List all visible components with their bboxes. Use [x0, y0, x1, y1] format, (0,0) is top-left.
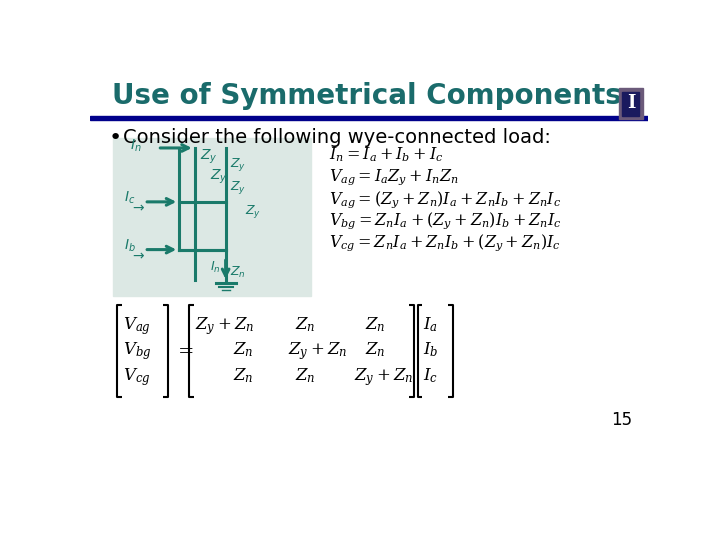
- Text: $\mathit{Z_y}$: $\mathit{Z_y}$: [245, 202, 261, 220]
- Text: $\mathit{Z_n}$: $\mathit{Z_n}$: [230, 265, 246, 280]
- Bar: [90, 116, 648, 120]
- Text: $\mathit{Z_y}$: $\mathit{Z_y}$: [230, 179, 246, 197]
- Text: $\rightarrow$: $\rightarrow$: [130, 200, 146, 214]
- Text: •: •: [109, 128, 122, 148]
- Text: $Z_n$: $Z_n$: [295, 315, 316, 334]
- Text: $Z_n$: $Z_n$: [233, 366, 254, 384]
- Text: $V_{ag}$: $V_{ag}$: [122, 315, 150, 337]
- Text: 15: 15: [611, 411, 632, 429]
- Text: $Z_n$: $Z_n$: [233, 340, 254, 359]
- Text: $Z_n$: $Z_n$: [365, 340, 386, 359]
- Text: $Z_n$: $Z_n$: [295, 366, 316, 384]
- Text: $I_b$: $I_b$: [423, 340, 438, 359]
- Text: $\mathit{I_n}$: $\mathit{I_n}$: [210, 260, 221, 275]
- Text: $V_{bg}$: $V_{bg}$: [122, 340, 151, 362]
- Text: $Z_y+Z_n$: $Z_y+Z_n$: [354, 366, 413, 388]
- Text: $\mathit{I_n}$: $\mathit{I_n}$: [130, 138, 142, 154]
- Bar: [622, 92, 639, 116]
- Text: I: I: [626, 94, 635, 112]
- Text: $I_a$: $I_a$: [423, 315, 438, 334]
- Text: $V_{bg} = Z_n I_a + (Z_y + Z_n)I_b + Z_n I_c$: $V_{bg} = Z_n I_a + (Z_y + Z_n)I_b + Z_n…: [329, 211, 562, 231]
- Text: $\mathit{Z_y}$: $\mathit{Z_y}$: [210, 167, 228, 186]
- Text: $\rightarrow$: $\rightarrow$: [130, 248, 146, 262]
- Bar: [113, 138, 311, 296]
- Text: $=$: $=$: [174, 340, 194, 360]
- Text: Consider the following wye-connected load:: Consider the following wye-connected loa…: [122, 128, 550, 147]
- Text: $Z_y+Z_n$: $Z_y+Z_n$: [287, 340, 347, 362]
- Text: $Z_y+Z_n$: $Z_y+Z_n$: [195, 315, 255, 337]
- Text: $I_c$: $I_c$: [423, 366, 438, 384]
- Text: $V_{ag} = I_a Z_y + I_n Z_n$: $V_{ag} = I_a Z_y + I_n Z_n$: [329, 167, 459, 187]
- Text: $V_{cg} = Z_n I_a + Z_n I_b + (Z_y + Z_n)I_c$: $V_{cg} = Z_n I_a + Z_n I_b + (Z_y + Z_n…: [329, 232, 560, 253]
- Text: $I_n = I_a + I_b + I_c$: $I_n = I_a + I_b + I_c$: [329, 146, 443, 164]
- Text: $\mathit{I_c}$: $\mathit{I_c}$: [124, 190, 135, 206]
- Text: $\mathit{I_b}$: $\mathit{I_b}$: [124, 238, 136, 254]
- Text: $V_{ag} = (Z_y + Z_n)I_a + Z_n I_b + Z_n I_c$: $V_{ag} = (Z_y + Z_n)I_a + Z_n I_b + Z_n…: [329, 189, 561, 210]
- Text: $Z_n$: $Z_n$: [365, 315, 386, 334]
- Text: $\mathit{Z_y}$: $\mathit{Z_y}$: [230, 157, 246, 173]
- Bar: [618, 88, 644, 119]
- Text: Use of Symmetrical Components: Use of Symmetrical Components: [112, 82, 621, 110]
- Text: $V_{cg}$: $V_{cg}$: [122, 366, 150, 388]
- Text: $\mathit{Z_y}$: $\mathit{Z_y}$: [200, 148, 217, 166]
